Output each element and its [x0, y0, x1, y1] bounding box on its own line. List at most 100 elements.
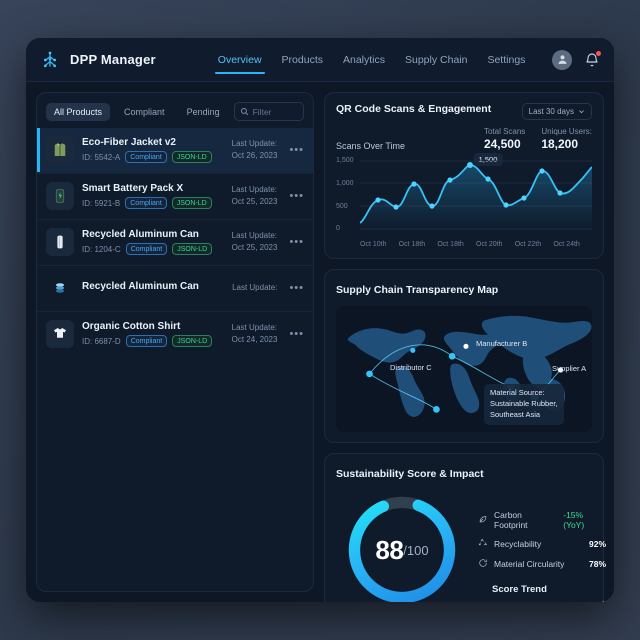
score-trend-title: Score Trend [492, 584, 547, 595]
filter-all-products[interactable]: All Products [46, 102, 111, 121]
nav-item-settings[interactable]: Settings [487, 38, 525, 81]
product-id: ID: 5542-A [82, 152, 121, 162]
product-name: Eco-Fiber Jacket v2 [82, 137, 176, 148]
bell-icon[interactable] [584, 50, 601, 68]
score-gauge: 88 /100 [340, 488, 464, 602]
score-trend-chart [488, 597, 606, 602]
qr-scans-header: QR Code Scans & Engagement Last 30 days [336, 103, 592, 120]
dashboard-column: QR Code Scans & Engagement Last 30 days … [324, 92, 606, 602]
app-window: DPP Manager Overview Products Analytics … [26, 38, 614, 602]
chart-tooltip: 1,500 [473, 153, 503, 166]
scans-over-time-label: Scans Over Time [336, 141, 406, 151]
product-info: Organic Cotton Shirt ID: 6687-D Complian… [82, 321, 224, 347]
score-max: /100 [403, 542, 429, 558]
nav-item-products[interactable]: Products [282, 38, 323, 81]
product-row-eco-fiber-jacket[interactable]: Eco-Fiber Jacket v2 ID: 5542-A Compliant… [37, 128, 313, 173]
product-list-panel: All Products Compliant Pending [36, 92, 314, 592]
status-badge-jsonld: JSON-LD [171, 197, 212, 209]
chevron-down-icon [579, 110, 584, 114]
unique-users-label: Unique Users: [541, 127, 592, 136]
filter-pending[interactable]: Pending [186, 106, 220, 117]
brand-title: DPP Manager [70, 52, 156, 67]
status-badge-jsonld: JSON-LD [172, 243, 213, 255]
unique-users-value: 18,200 [541, 137, 579, 151]
row-menu-button[interactable]: ••• [289, 190, 304, 202]
last-update-label: Last Update: [231, 231, 277, 241]
x-tick-0: Oct 10th [360, 241, 387, 248]
metric-carbon-footprint: Carbon Footprint -15% (YoY) [478, 506, 606, 534]
main-nav: Overview Products Analytics Supply Chain… [214, 38, 525, 81]
product-info: Recycled Aluminum Can ID: 1204-C Complia… [82, 229, 224, 255]
filter-compliant[interactable]: Compliant [124, 106, 165, 117]
tshirt-icon [46, 320, 74, 348]
last-update-value: Oct 24, 2023 [231, 335, 278, 344]
nav-item-analytics[interactable]: Analytics [343, 38, 385, 81]
last-update-label: Last Update: [231, 139, 277, 149]
nav-item-supply-chain[interactable]: Supply Chain [405, 38, 467, 81]
metric-recyclability: Recyclability 92% [478, 534, 606, 554]
metric-label: Material Circularity [494, 559, 565, 569]
row-menu-button[interactable]: ••• [289, 236, 304, 248]
leaf-icon [478, 514, 488, 526]
jacket-icon [46, 136, 74, 164]
product-info: Smart Battery Pack X ID: 5921-B Complian… [82, 183, 224, 209]
product-name: Recycled Aluminum Can [82, 281, 199, 292]
recycle-icon [478, 538, 488, 550]
status-badge-compliant: Compliant [125, 335, 168, 347]
x-tick-5: Oct 24th [553, 241, 580, 248]
product-last-update: Last Update: Oct 25, 2023 [232, 230, 278, 253]
total-scans-label: Total Scans [483, 127, 526, 136]
can-icon [46, 228, 74, 256]
world-map[interactable]: Manufacturer B Distributor C Supplier A … [336, 306, 592, 432]
app-header: DPP Manager Overview Products Analytics … [26, 38, 614, 82]
product-meta: ID: 6687-D Compliant JSON-LD [82, 335, 224, 347]
map-title: Supply Chain Transparency Map [336, 284, 499, 296]
product-name: Recycled Aluminum Can [82, 229, 199, 240]
product-name: Organic Cotton Shirt [82, 321, 181, 332]
scan-stats: Total Scans 24,500 Unique Users: 18,200 [484, 127, 592, 151]
impact-metrics: Carbon Footprint -15% (YoY) Recyclabilit… [464, 488, 606, 602]
map-node-manufacturer-b: Manufacturer B [476, 339, 528, 348]
metric-label: Recyclability [494, 539, 542, 549]
product-last-update: Last Update: Oct 25, 2023 [232, 184, 278, 207]
y-tick-500: 500 [336, 203, 348, 210]
unique-users-stat: Unique Users: 18,200 [541, 127, 592, 151]
nav-label: Products [281, 53, 323, 66]
product-meta: ID: 5921-B Compliant JSON-LD [82, 197, 224, 209]
metric-value: -15% (YoY) [563, 510, 585, 530]
date-range-dropdown[interactable]: Last 30 days [521, 103, 592, 120]
product-name: Smart Battery Pack X [82, 183, 184, 194]
callout-line-1: Material Source: [490, 388, 545, 397]
x-tick-3: Oct 20th [476, 241, 503, 248]
total-scans-value: 24,500 [483, 137, 521, 151]
product-id: ID: 6687-D [82, 336, 121, 346]
status-badge-compliant: Compliant [125, 151, 167, 163]
y-tick-0: 0 [336, 225, 340, 232]
date-range-label: Last 30 days [528, 107, 574, 116]
last-update-label: Last Update: [231, 185, 277, 195]
product-last-update: Last Update: [232, 282, 277, 294]
row-menu-button[interactable]: ••• [289, 282, 304, 294]
nav-item-overview[interactable]: Overview [214, 38, 265, 81]
product-id: ID: 5921-B [82, 198, 121, 208]
status-badge-compliant: Compliant [125, 197, 167, 209]
product-row-recycled-aluminum-can-2[interactable]: Recycled Aluminum Can Last Update: ••• [37, 265, 313, 311]
total-scans-stat: Total Scans 24,500 [484, 127, 525, 151]
metric-value: 92% [588, 539, 606, 549]
nav-label: Supply Chain [405, 53, 468, 66]
user-avatar-icon[interactable] [552, 49, 572, 70]
status-badge-jsonld: JSON-LD [172, 335, 213, 347]
circular-arrow-icon [478, 558, 488, 570]
row-menu-button[interactable]: ••• [289, 144, 304, 156]
map-callout-material-source: Material Source: Sustainable Rubber, Sou… [484, 384, 564, 425]
status-badge-jsonld: JSON-LD [171, 151, 212, 163]
product-row-organic-cotton-shirt[interactable]: Organic Cotton Shirt ID: 6687-D Complian… [37, 311, 313, 357]
product-row-recycled-aluminum-can[interactable]: Recycled Aluminum Can ID: 1204-C Complia… [37, 219, 313, 265]
x-tick-4: Oct 22th [514, 241, 542, 248]
row-menu-button[interactable]: ••• [289, 328, 304, 340]
search-input[interactable] [252, 106, 298, 117]
product-row-smart-battery-pack[interactable]: Smart Battery Pack X ID: 5921-B Complian… [37, 173, 313, 219]
last-update-label: Last Update: [232, 283, 278, 293]
chart-x-axis: Oct 10th Oct 18th Oct 18th Oct 20th Oct … [360, 241, 592, 248]
search-box[interactable] [233, 102, 304, 121]
